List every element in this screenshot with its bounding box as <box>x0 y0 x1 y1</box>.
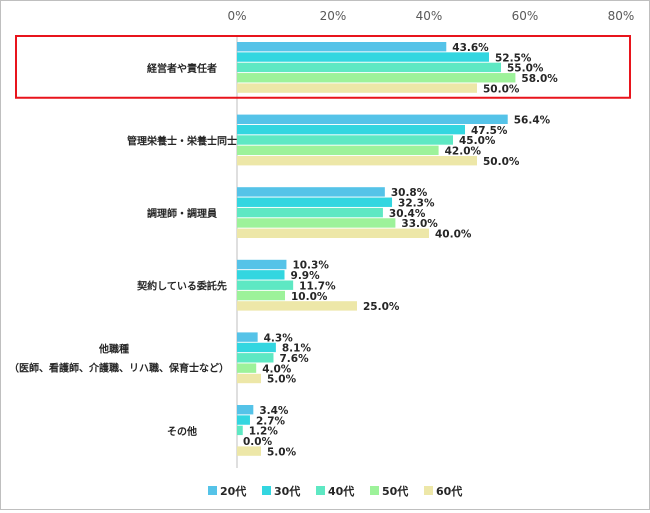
data-label: 9.9% <box>291 270 321 282</box>
category-label: 契約している委託先 <box>137 280 227 293</box>
bar <box>237 373 261 384</box>
legend-swatch <box>208 486 217 495</box>
legend-label: 50代 <box>382 484 408 498</box>
data-label: 10.0% <box>291 291 328 303</box>
legend-swatch <box>424 486 433 495</box>
bar <box>237 73 516 83</box>
category-label: その他 <box>167 425 197 438</box>
bar <box>237 52 489 62</box>
bar <box>237 124 465 135</box>
data-label: 3.4% <box>259 405 289 417</box>
category-label: （医師、看護師、介護職、リハ職、保育士など） <box>9 361 229 374</box>
data-label: 30.8% <box>391 187 428 199</box>
bar <box>237 270 285 280</box>
bar <box>237 42 447 52</box>
legend-swatch <box>316 486 325 495</box>
bar <box>237 405 254 415</box>
legend-label: 60代 <box>436 484 462 498</box>
bar <box>237 114 508 124</box>
data-label: 0.0% <box>243 436 273 448</box>
data-label: 47.5% <box>471 125 508 137</box>
category-label: 他職種 <box>98 342 129 355</box>
data-label: 56.4% <box>514 115 551 127</box>
bar <box>237 135 453 145</box>
data-label: 5.0% <box>267 374 297 386</box>
bar <box>237 83 477 93</box>
bar <box>237 353 274 363</box>
data-label: 42.0% <box>445 146 482 158</box>
bar <box>237 280 294 290</box>
bar <box>237 446 261 456</box>
data-label: 10.3% <box>292 260 329 272</box>
data-label: 5.0% <box>267 446 297 458</box>
data-label: 50.0% <box>483 156 520 168</box>
bar <box>237 290 285 301</box>
data-label: 30.4% <box>389 208 426 220</box>
data-label: 11.7% <box>299 280 336 292</box>
data-label: 43.6% <box>452 42 489 54</box>
legend-label: 20代 <box>220 484 246 498</box>
bar <box>237 425 243 436</box>
data-labels: 43.6%52.5%55.0%58.0%50.0%56.4%47.5%45.0%… <box>243 42 558 458</box>
x-tick-label: 0% <box>227 9 246 23</box>
data-label: 40.0% <box>435 229 472 241</box>
category-label: 調理師・調理員 <box>147 207 217 220</box>
bar <box>237 218 396 228</box>
bar <box>237 62 501 73</box>
legend: 20代 30代 40代 50代 60代 <box>208 484 462 498</box>
bar <box>237 145 439 156</box>
data-label: 8.1% <box>282 343 312 355</box>
bar <box>237 156 477 166</box>
x-tick-label: 80% <box>608 9 635 23</box>
bar <box>237 259 287 270</box>
data-label: 33.0% <box>401 218 438 230</box>
bar <box>237 197 393 207</box>
legend-label: 40代 <box>328 484 354 498</box>
bars <box>237 42 516 456</box>
data-label: 4.3% <box>264 332 294 344</box>
legend-swatch <box>262 486 271 495</box>
bar <box>237 207 383 218</box>
category-label: 管理栄養士・栄養士同士 <box>127 134 237 147</box>
x-axis-ticks: 0% 20% 40% 60% 80% <box>227 9 634 23</box>
bar <box>237 301 357 311</box>
data-label: 55.0% <box>507 63 544 75</box>
category-label: 経営者や責任者 <box>147 62 217 75</box>
data-label: 7.6% <box>279 353 309 365</box>
bar <box>237 415 250 425</box>
bar <box>237 363 257 373</box>
data-label: 32.3% <box>398 197 435 209</box>
data-label: 45.0% <box>459 135 496 147</box>
legend-label: 30代 <box>274 484 300 498</box>
data-label: 25.0% <box>363 301 400 313</box>
bar <box>237 228 429 238</box>
data-label: 4.0% <box>262 363 292 375</box>
bar <box>237 342 276 353</box>
data-label: 58.0% <box>521 73 558 85</box>
x-tick-label: 60% <box>512 9 539 23</box>
data-label: 1.2% <box>249 426 279 438</box>
bar <box>237 332 258 342</box>
x-tick-label: 40% <box>416 9 443 23</box>
data-label: 2.7% <box>256 415 286 427</box>
highlight-box <box>15 35 631 99</box>
x-tick-label: 20% <box>320 9 347 23</box>
data-label: 52.5% <box>495 52 532 64</box>
data-label: 50.0% <box>483 83 520 95</box>
legend-swatch <box>370 486 379 495</box>
bar <box>237 187 385 197</box>
